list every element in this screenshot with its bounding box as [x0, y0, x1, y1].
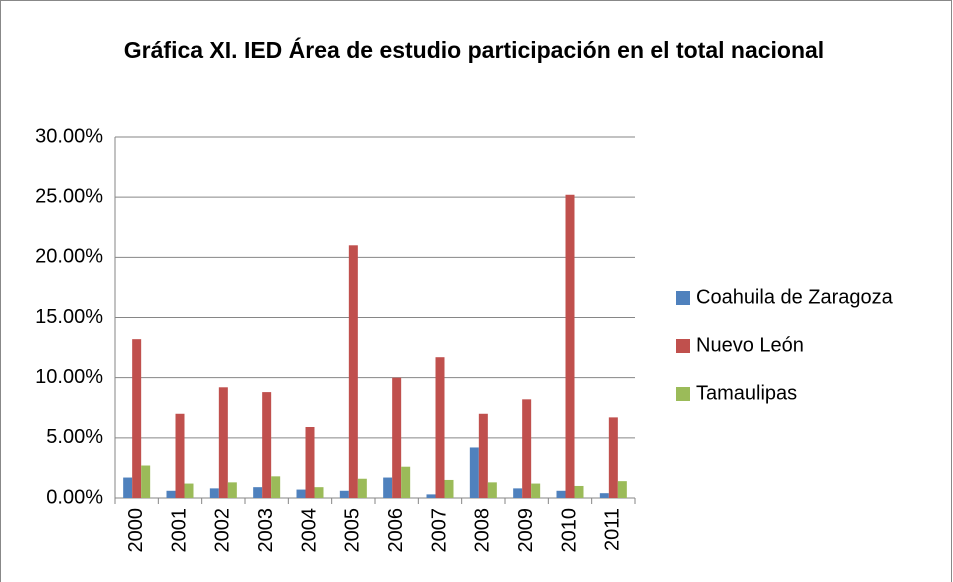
bar: [339, 490, 349, 498]
bar: [348, 245, 358, 498]
y-tick-label: 10.00%: [35, 366, 103, 388]
legend-label: Tamaulipas: [696, 382, 797, 404]
bar: [296, 489, 306, 498]
bar: [599, 493, 609, 498]
bar: [227, 482, 237, 498]
bar: [426, 494, 436, 498]
bar: [617, 481, 627, 498]
bar: [469, 447, 479, 498]
bar: [132, 339, 142, 498]
x-tick-label: 2007: [428, 508, 450, 553]
bar: [478, 413, 488, 498]
y-tick-label: 5.00%: [46, 426, 103, 448]
bar: [522, 399, 532, 498]
x-tick-label: 2011: [602, 508, 624, 551]
y-tick-label: 30.00%: [35, 125, 103, 147]
x-tick-label: 2008: [472, 508, 494, 553]
bar: [305, 427, 315, 498]
x-tick-label: 2004: [298, 508, 320, 553]
x-tick-label: 2010: [558, 508, 580, 553]
y-tick-label: 20.00%: [35, 246, 103, 268]
y-tick-label: 0.00%: [46, 486, 103, 508]
bar: [383, 477, 393, 498]
x-tick-label: 2000: [125, 508, 147, 553]
legend-label: Coahuila de Zaragoza: [696, 286, 894, 308]
bar: [184, 483, 194, 498]
bar: [209, 488, 219, 498]
bar: [262, 392, 272, 498]
x-tick-label: 2003: [255, 508, 277, 553]
bar: [314, 487, 324, 498]
bar: [123, 477, 133, 498]
bar: [444, 479, 454, 498]
bar: [175, 413, 185, 498]
legend-swatch: [676, 291, 690, 305]
y-tick-label: 15.00%: [35, 306, 103, 328]
bar: [574, 485, 584, 498]
bar: [487, 482, 497, 498]
bar: [271, 476, 281, 498]
bar: [218, 387, 228, 498]
x-tick-label: 2002: [212, 508, 234, 553]
x-tick-label: 2005: [342, 508, 364, 553]
bar: [357, 478, 367, 498]
bar: [392, 377, 402, 498]
bar: [401, 466, 411, 498]
bar: [556, 490, 566, 498]
legend-label: Nuevo León: [696, 334, 804, 356]
bar: [435, 357, 445, 498]
bar: [608, 417, 618, 498]
bar: [141, 465, 151, 498]
bar: [531, 483, 541, 498]
chart-title: Gráfica XI. IED Área de estudio particip…: [123, 37, 825, 63]
legend-swatch: [676, 339, 690, 353]
bar: [513, 488, 523, 498]
legend-swatch: [676, 387, 690, 401]
x-tick-label: 2001: [168, 508, 190, 553]
x-tick-label: 2006: [385, 508, 407, 553]
bar: [565, 194, 575, 498]
x-tick-label: 2009: [515, 508, 537, 553]
bar: [253, 487, 263, 498]
y-tick-label: 25.00%: [35, 185, 103, 207]
bar: [166, 490, 176, 498]
